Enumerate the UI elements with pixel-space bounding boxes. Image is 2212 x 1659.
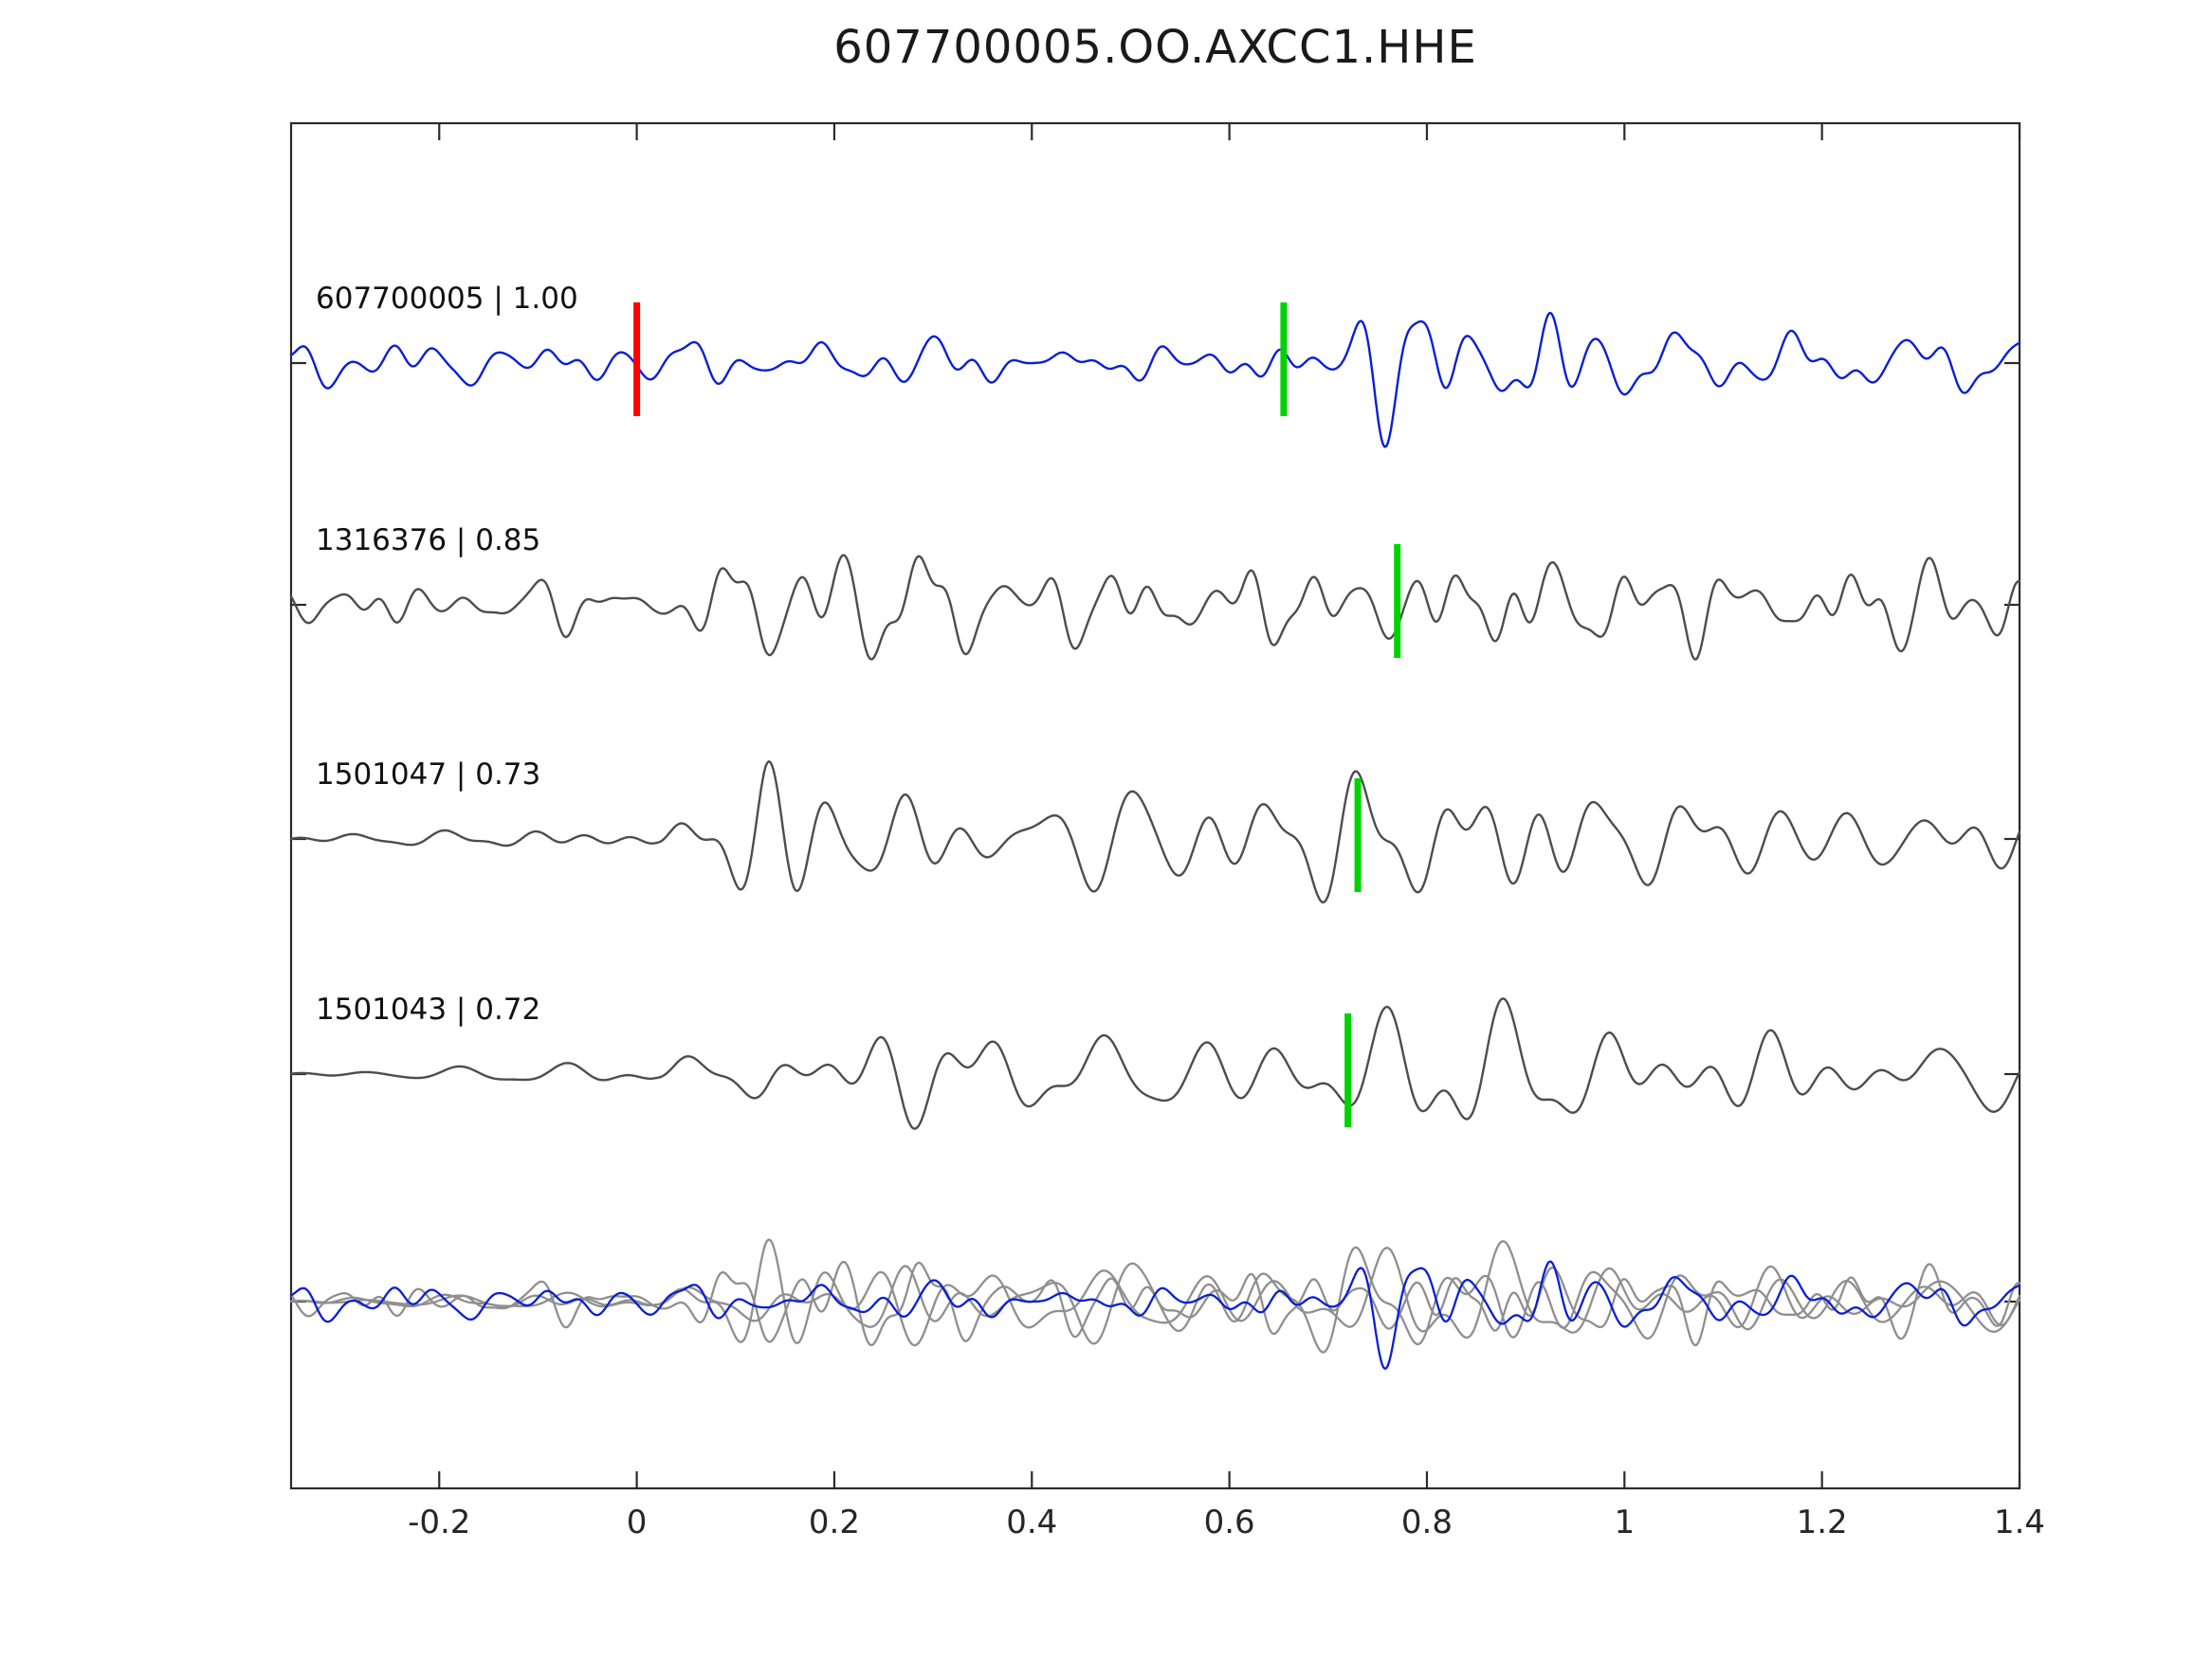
plot-frame (289, 121, 2021, 1490)
trace-label-1501047: 1501047 | 0.73 (316, 757, 541, 792)
x-tick-label: 1.2 (1796, 1504, 1848, 1541)
overlay-trace-1501043-waveform (289, 1240, 2021, 1347)
overlay-trace-607700005-waveform (289, 1260, 2021, 1370)
x-tick-label: -0.2 (408, 1504, 471, 1541)
x-tick-label: 0.6 (1203, 1504, 1255, 1541)
overlay-trace-1316376-waveform (289, 1260, 2021, 1347)
trace-label-1501043: 1501043 | 0.72 (316, 993, 541, 1027)
trace-label-1316376: 1316376 | 0.85 (316, 523, 541, 557)
x-tick-label: 0.8 (1400, 1504, 1453, 1541)
trace-1316376-waveform (289, 554, 2021, 661)
trace-label-607700005: 607700005 | 1.00 (316, 282, 578, 316)
x-tick-label: 1.4 (1993, 1504, 2046, 1541)
x-tick-label: 0.4 (1006, 1504, 1058, 1541)
x-tick-label: 1 (1614, 1504, 1636, 1541)
chart-title: 607700005.OO.AXCC1.HHE (833, 21, 1477, 74)
x-tick-label: 0.2 (808, 1504, 860, 1541)
trace-1501043-waveform (289, 997, 2021, 1130)
x-tick-label: 0 (626, 1504, 648, 1541)
trace-1501047-waveform (289, 760, 2021, 904)
trace-607700005-waveform (289, 311, 2021, 448)
